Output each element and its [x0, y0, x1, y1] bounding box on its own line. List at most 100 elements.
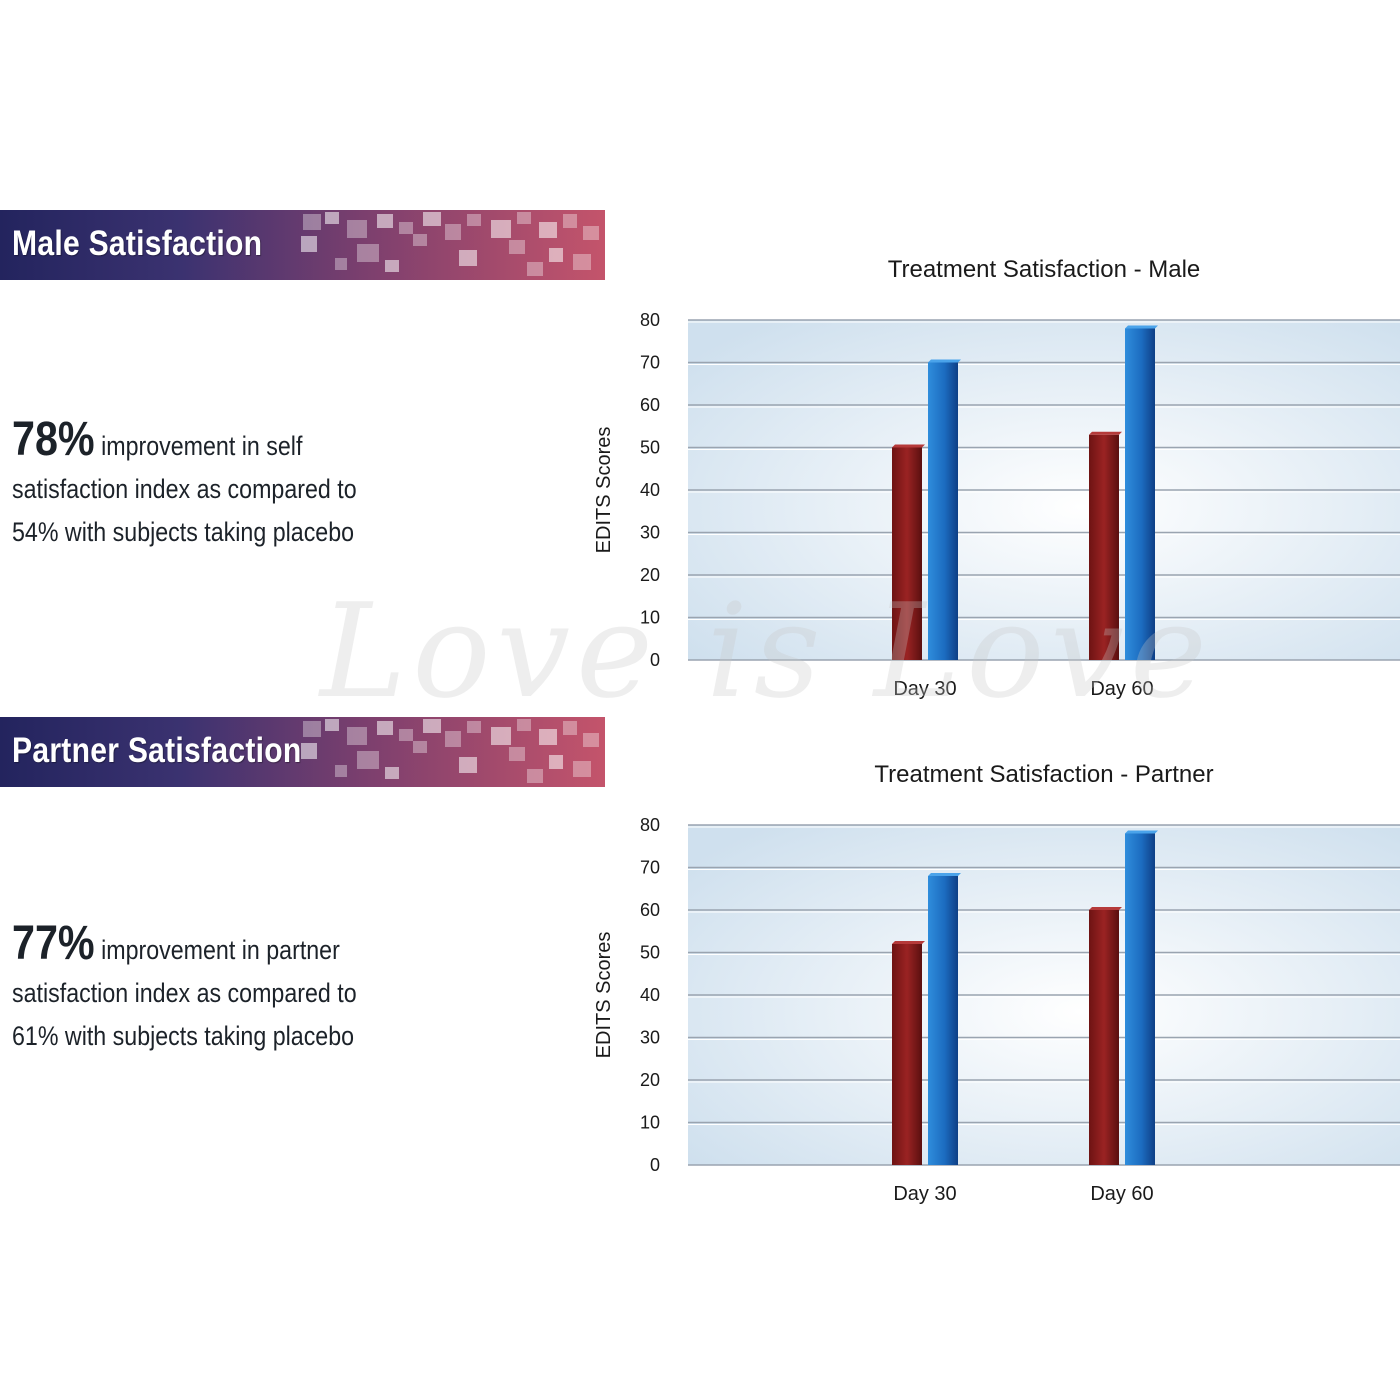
pattern-square — [325, 212, 339, 224]
placebo-bar — [1089, 434, 1119, 660]
pattern-square — [563, 214, 577, 228]
banner-title: Partner Satisfaction — [12, 731, 302, 770]
placebo-bar — [892, 944, 922, 1165]
male-stat-text: 78% improvement in self satisfaction ind… — [12, 416, 390, 554]
treatment-bar — [1125, 328, 1155, 660]
y-tick-label: 70 — [640, 858, 660, 878]
pattern-square — [335, 258, 347, 270]
placebo-bar — [892, 447, 922, 660]
y-axis-label: EDITS Scores — [593, 932, 615, 1059]
pattern-square — [549, 755, 563, 769]
pattern-square — [445, 224, 461, 240]
placebo-bar — [1089, 910, 1119, 1165]
treatment-bar-top — [928, 873, 961, 876]
y-tick-label: 50 — [640, 438, 660, 458]
pattern-square — [517, 719, 531, 731]
y-tick-label: 50 — [640, 943, 660, 963]
pattern-square — [335, 765, 347, 777]
pattern-square — [377, 721, 393, 735]
partner-stat-text: 77% improvement in partner satisfaction … — [12, 920, 390, 1058]
treatment-bar — [928, 362, 958, 660]
placebo-bar-top — [892, 941, 925, 944]
y-tick-label: 20 — [640, 1070, 660, 1090]
y-tick-label: 20 — [640, 565, 660, 585]
y-axis-label: EDITS Scores — [593, 427, 615, 554]
pattern-square — [301, 743, 317, 759]
pattern-square — [527, 769, 543, 783]
placebo-bar-top — [892, 444, 925, 448]
y-tick-label: 40 — [640, 480, 660, 500]
pattern-square — [459, 250, 477, 266]
y-tick-label: 80 — [640, 815, 660, 835]
banner-pattern — [295, 210, 605, 280]
pattern-square — [347, 220, 367, 238]
pattern-square — [385, 767, 399, 779]
pattern-square — [517, 212, 531, 224]
treatment-bar-top — [1125, 830, 1158, 834]
y-tick-label: 40 — [640, 985, 660, 1005]
x-tick-label: Day 30 — [893, 1183, 956, 1205]
pattern-square — [423, 212, 441, 226]
stat-line-1: improvement in partner — [94, 935, 340, 965]
placebo-bar-top — [1089, 907, 1122, 910]
y-tick-label: 70 — [640, 353, 660, 373]
pattern-square — [347, 727, 367, 745]
pattern-square — [325, 719, 339, 731]
pattern-square — [509, 240, 525, 254]
y-tick-label: 0 — [650, 650, 660, 670]
pattern-square — [573, 761, 591, 777]
pattern-square — [509, 747, 525, 761]
x-tick-label: Day 30 — [893, 678, 956, 700]
pattern-square — [527, 262, 543, 276]
pattern-square — [301, 236, 317, 252]
stat-line-2: satisfaction index as compared to — [12, 978, 357, 1008]
x-tick-label: Day 60 — [1090, 1183, 1153, 1205]
male-satisfaction-chart: Treatment Satisfaction - Male 0 10 20 30 40 50… — [593, 256, 1400, 700]
pattern-square — [467, 721, 481, 733]
stat-line-2: satisfaction index as compared to — [12, 474, 357, 504]
treatment-bar — [1125, 833, 1155, 1165]
pattern-square — [413, 741, 427, 753]
pattern-square — [357, 751, 379, 769]
y-tick-label: 60 — [640, 395, 660, 415]
pattern-square — [563, 721, 577, 735]
chart-title: Treatment Satisfaction - Male — [888, 256, 1201, 283]
treatment-bar-top — [1125, 325, 1158, 329]
partner-satisfaction-banner: Partner Satisfaction — [0, 717, 605, 787]
banner-title: Male Satisfaction — [12, 224, 263, 263]
pattern-square — [459, 757, 477, 773]
pattern-square — [583, 226, 599, 240]
stat-line-3: 61% with subjects taking placebo — [12, 1021, 355, 1051]
treatment-bar-top — [928, 359, 961, 363]
chart-title: Treatment Satisfaction - Partner — [874, 761, 1213, 788]
pattern-square — [549, 248, 563, 262]
pattern-square — [539, 729, 557, 745]
stat-percentage: 77% — [12, 917, 95, 970]
stat-percentage: 78% — [12, 413, 95, 466]
pattern-square — [467, 214, 481, 226]
partner-satisfaction-chart: Treatment Satisfaction - Partner 0 10 20 30 4… — [593, 761, 1400, 1205]
male-satisfaction-banner: Male Satisfaction — [0, 210, 605, 280]
pattern-square — [539, 222, 557, 238]
pattern-square — [583, 733, 599, 747]
y-tick-label: 80 — [640, 310, 660, 330]
pattern-square — [399, 222, 413, 234]
pattern-square — [491, 220, 511, 238]
pattern-square — [357, 244, 379, 262]
y-tick-label: 30 — [640, 1028, 660, 1048]
pattern-square — [423, 719, 441, 733]
banner-pattern — [295, 717, 605, 787]
y-tick-label: 10 — [640, 1113, 660, 1133]
pattern-square — [573, 254, 591, 270]
pattern-square — [385, 260, 399, 272]
pattern-square — [377, 214, 393, 228]
pattern-square — [303, 214, 321, 230]
y-tick-label: 0 — [650, 1155, 660, 1175]
pattern-square — [303, 721, 321, 737]
pattern-square — [445, 731, 461, 747]
placebo-bar-top — [1089, 431, 1122, 435]
y-tick-label: 60 — [640, 900, 660, 920]
pattern-square — [413, 234, 427, 246]
x-tick-label: Day 60 — [1090, 678, 1153, 700]
y-tick-label: 10 — [640, 608, 660, 628]
